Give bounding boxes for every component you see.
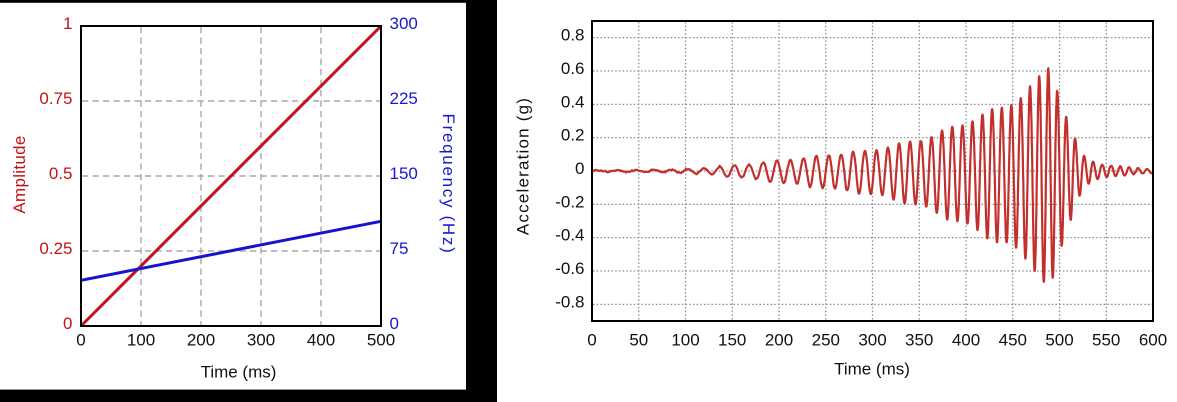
svg-text:0.5: 0.5 [49,164,73,183]
svg-text:0.75: 0.75 [39,89,72,108]
svg-text:0: 0 [575,159,584,178]
svg-text:Time (ms): Time (ms) [201,363,277,382]
svg-text:400: 400 [952,331,980,350]
svg-text:-0.2: -0.2 [555,192,584,211]
svg-text:350: 350 [905,331,933,350]
svg-text:500: 500 [1045,331,1073,350]
svg-text:300: 300 [247,331,275,350]
svg-text:100: 100 [671,331,699,350]
svg-text:150: 150 [718,331,746,350]
svg-text:75: 75 [390,239,409,258]
svg-text:50: 50 [629,331,648,350]
svg-text:1: 1 [63,14,72,33]
svg-text:0.4: 0.4 [561,92,585,111]
svg-text:550: 550 [1092,331,1120,350]
svg-text:600: 600 [1139,331,1167,350]
svg-text:100: 100 [127,331,155,350]
svg-text:Time (ms): Time (ms) [834,360,910,379]
svg-text:400: 400 [307,331,335,350]
svg-text:200: 200 [187,331,215,350]
svg-text:Amplitude: Amplitude [10,135,29,213]
svg-text:Frequency (Hz): Frequency (Hz) [439,114,458,255]
svg-text:0: 0 [63,314,72,333]
svg-text:200: 200 [765,331,793,350]
svg-text:500: 500 [367,331,395,350]
svg-text:0: 0 [390,314,399,333]
svg-text:150: 150 [390,164,418,183]
svg-text:300: 300 [858,331,886,350]
svg-text:Acceleration (g): Acceleration (g) [514,97,533,235]
svg-text:-0.4: -0.4 [555,226,584,245]
svg-text:300: 300 [390,14,418,33]
svg-text:-0.8: -0.8 [555,292,584,311]
svg-text:450: 450 [999,331,1027,350]
svg-text:0: 0 [76,331,85,350]
svg-text:0: 0 [587,331,596,350]
svg-text:250: 250 [812,331,840,350]
svg-text:-0.6: -0.6 [555,259,584,278]
svg-text:0.25: 0.25 [39,239,72,258]
svg-text:0.6: 0.6 [561,59,585,78]
svg-text:0.2: 0.2 [561,126,585,145]
svg-text:0.8: 0.8 [561,26,585,45]
svg-text:225: 225 [390,89,418,108]
